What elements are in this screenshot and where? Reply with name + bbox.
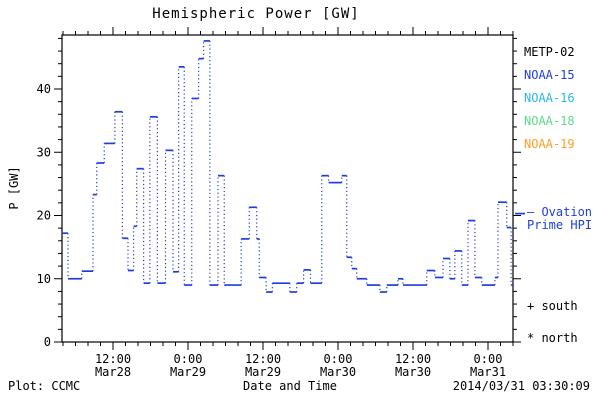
legend-item-noaa18: NOAA-18	[524, 114, 575, 128]
x-tick-label-date: Mar29	[245, 365, 281, 379]
ovation-line2: Prime HPI	[527, 218, 593, 232]
y-tick-label: 10	[37, 272, 51, 286]
x-tick-label-time: 12:00	[245, 352, 281, 366]
plot-border	[61, 34, 514, 343]
south-marker-legend: + south	[527, 299, 578, 313]
chart-title: Hemispheric Power [GW]	[152, 6, 360, 22]
legend-item-noaa15: NOAA-15	[524, 68, 575, 82]
legend-item-noaa19: NOAA-19	[524, 137, 575, 151]
y-tick-label: 20	[37, 209, 51, 223]
x-tick-label-time: 12:00	[395, 352, 431, 366]
x-tick-label-time: 0:00	[324, 352, 353, 366]
y-tick-label: 30	[37, 145, 51, 159]
ovation-prime-hpi-label: – Ovation Prime HPI	[527, 206, 592, 232]
y-tick-label: 0	[44, 335, 51, 349]
x-tick-label-date: Mar30	[395, 365, 431, 379]
x-tick-label-date: Mar28	[95, 365, 131, 379]
plot-source-label: Plot: CCMC	[8, 379, 81, 393]
x-tick-label-date: Mar30	[320, 365, 356, 379]
legend-item-metp02: METP-02	[524, 45, 575, 59]
ovation-line1: – Ovation	[527, 205, 593, 219]
x-tick-label-date: Mar29	[170, 365, 206, 379]
legend-item-noaa16: NOAA-16	[524, 91, 575, 105]
footer: Plot: CCMC Date and Time 2014/03/31 03:3…	[0, 379, 600, 397]
x-tick-label-date: Mar31	[470, 365, 506, 379]
x-tick-label-time: 0:00	[174, 352, 203, 366]
step-series	[61, 40, 513, 293]
y-tick-label: 40	[37, 82, 51, 96]
x-axis-title: Date and Time	[243, 379, 337, 393]
x-tick-label-time: 12:00	[95, 352, 131, 366]
north-marker-legend: * north	[527, 331, 578, 345]
x-tick-label-time: 0:00	[474, 352, 503, 366]
satellite-legend: METP-02 NOAA-15 NOAA-16 NOAA-18 NOAA-19	[524, 41, 575, 156]
timestamp-label: 2014/03/31 03:30:09	[452, 379, 590, 393]
